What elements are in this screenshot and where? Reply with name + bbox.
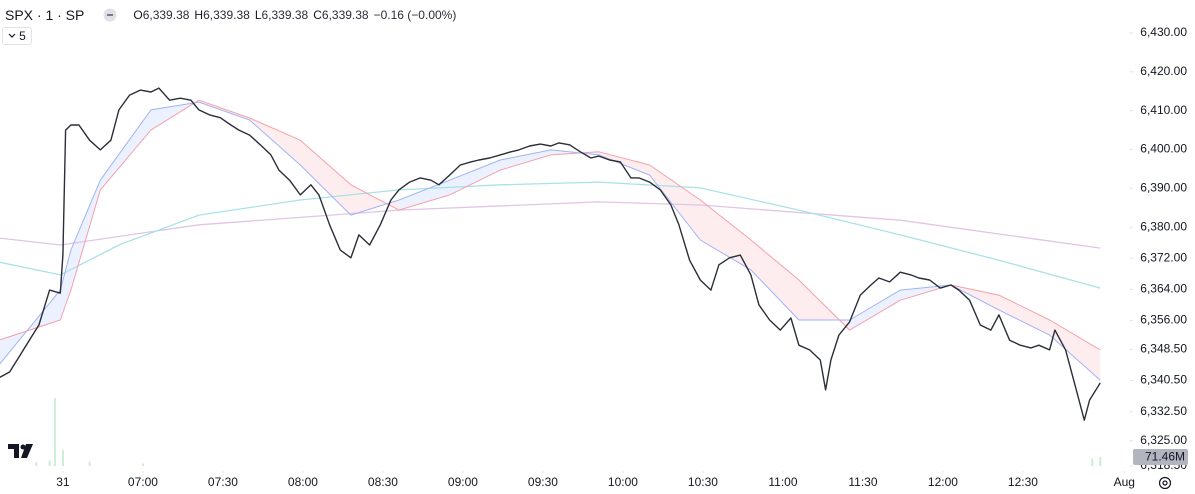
moving-average [0,99,1101,351]
logo-part [8,444,19,458]
x-tick-label: 11:30 [848,475,877,489]
indicators-toggle[interactable]: 5 [2,27,32,45]
ohlc-key: L [254,8,262,22]
chevron-path [8,33,16,38]
ohlc-key: C [313,8,322,22]
legend-header: SPX · 1 · SP O6,339.38 H6,339.38 L6,339.38… [5,6,456,24]
x-tick-label: 07:30 [208,475,238,489]
ma-cloud [100,109,151,190]
x-tick-label: 09:00 [448,475,478,489]
y-tick-label: 6,356.00 [1140,313,1187,327]
gear-outer[interactable] [1158,476,1172,490]
volume-bar [1091,458,1094,466]
moving-average [0,101,1101,381]
status-icon [103,8,117,22]
volume-label-box [1133,449,1188,465]
x-tick-label: 09:30 [528,475,558,489]
y-tick-label: 6,390.00 [1140,181,1187,195]
ohlc-value: 6,339.38 [261,8,309,22]
y-tick-label: 6,420.00 [1140,64,1187,78]
ma-cloud [998,295,1050,336]
moving-average [0,181,1101,289]
x-tick-label: 07:00 [128,475,158,489]
volume-bar [141,463,144,466]
y-tick-label: 6,325.00 [1140,433,1187,447]
ma-cloud [60,250,71,320]
volume-bar [48,460,51,466]
x-tick-label: 10:30 [688,475,718,489]
y-tick-label: 6,430.00 [1140,25,1187,39]
y-tick-label: 6,410.00 [1140,103,1187,117]
volume-label: 71.46M [1145,450,1185,464]
ma-cloud [500,149,551,171]
volume-bar [53,397,56,466]
status-dash [107,14,114,16]
y-tick-label: 6,364.00 [1140,281,1187,295]
logo-part [21,444,33,458]
tv-logo [8,444,33,458]
ma-cloud [1049,319,1101,381]
y-tick-label: 6,332.50 [1140,404,1187,418]
plot [0,87,1102,466]
ma-cloud [598,151,650,176]
x-tick-label: 08:30 [368,475,398,489]
ohlc-value: 6,339.38 [203,8,250,22]
settings-icon[interactable] [1158,476,1172,490]
x-tick-label: 10:00 [608,475,638,489]
x-tick-label: 11:00 [768,475,797,489]
indicator-count[interactable]: 5 [19,29,26,43]
ohlc-key: H [194,8,204,22]
ma-cloud [70,180,101,291]
y-tick-label: 6,348.50 [1140,342,1187,356]
ohlc-value: 6,339.38 [321,8,369,22]
x-tick-label: 12:00 [928,475,958,489]
gear-inner[interactable] [1162,480,1168,486]
ma-cloud [700,199,751,270]
change: −0.16 (−0.00%) [373,8,457,22]
ma-cloud [649,165,701,240]
x-tick-label: Aug [1114,475,1135,489]
symbol[interactable]: SPX · 1 · SP [5,7,85,23]
y-tick-label: 6,340.50 [1140,373,1187,387]
y-tick-label: 6,372.00 [1140,250,1187,264]
volume-bar [61,450,64,466]
volume-bar [35,462,38,466]
volume-bar [88,461,91,466]
y-tick-label: 6,400.00 [1140,142,1187,156]
price-line [0,87,1101,421]
moving-average [0,201,1101,249]
chevron [8,33,16,38]
logo-part [20,444,26,450]
ohlc-key: O [133,8,143,22]
x-tick-label: 31 [56,475,70,489]
ohlc: O6,339.38 H6,339.38 L6,339.38 C6,339.38 [128,8,368,22]
ma-cloud [750,239,799,320]
ma-cloud [350,184,399,216]
ohlc-value: 6,339.38 [142,8,190,22]
y-tick-label: 6,380.00 [1140,219,1187,233]
ma-cloud [849,290,901,331]
volume-bar [1099,457,1102,466]
x-tick-label: 12:30 [1008,475,1038,489]
x-tick-label: 08:00 [288,475,318,489]
